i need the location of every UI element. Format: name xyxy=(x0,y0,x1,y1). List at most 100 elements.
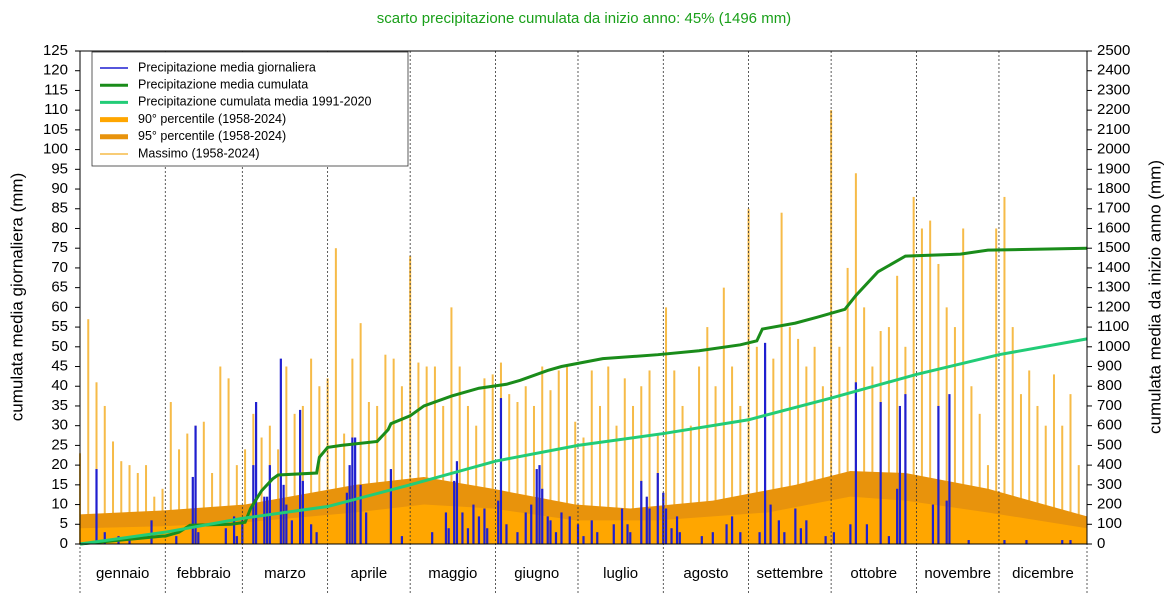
y2-tick-label: 2000 xyxy=(1097,141,1130,158)
bar xyxy=(1028,370,1031,544)
bar xyxy=(739,532,742,544)
bar xyxy=(912,196,915,545)
legend-label: Precipitazione media cumulata xyxy=(138,77,308,91)
bar xyxy=(565,366,568,544)
bar xyxy=(1019,394,1022,544)
bar xyxy=(863,307,866,544)
y2-tick-label: 1400 xyxy=(1097,259,1130,276)
month-label: giugno xyxy=(514,565,559,582)
bar xyxy=(433,366,436,544)
y2-tick-label: 100 xyxy=(1097,515,1122,532)
y2-tick-label: 900 xyxy=(1097,357,1122,374)
bar xyxy=(978,413,981,544)
bar xyxy=(805,366,808,544)
bar xyxy=(235,536,238,544)
bar xyxy=(758,532,761,544)
y-tick-label: 35 xyxy=(51,397,68,414)
bar xyxy=(315,532,318,544)
bar xyxy=(995,228,998,545)
bar xyxy=(772,358,775,544)
bar xyxy=(557,370,560,544)
bar xyxy=(285,366,288,544)
bar xyxy=(824,536,827,544)
bar xyxy=(1011,327,1014,544)
bar xyxy=(722,287,725,544)
y-tick-label: 20 xyxy=(51,456,68,473)
bar xyxy=(769,504,772,544)
bar xyxy=(920,228,923,545)
bar xyxy=(431,532,434,544)
y2-tick-label: 1300 xyxy=(1097,279,1130,296)
bar xyxy=(1069,394,1072,544)
line xyxy=(79,337,1088,546)
bar xyxy=(175,536,178,544)
bar xyxy=(1061,540,1064,544)
bar xyxy=(590,370,593,544)
bar xyxy=(788,327,791,544)
y-tick-label: 95 xyxy=(51,160,68,177)
bar xyxy=(590,520,593,544)
bar xyxy=(417,362,420,544)
bar xyxy=(351,437,354,544)
bar xyxy=(103,532,106,544)
bar xyxy=(120,461,123,544)
bar xyxy=(263,496,266,544)
bar xyxy=(95,382,98,544)
bar xyxy=(389,469,393,544)
bar xyxy=(755,346,758,544)
bar xyxy=(656,473,659,544)
y2-tick-label: 1700 xyxy=(1097,200,1130,217)
bar xyxy=(535,469,538,544)
y-tick-label: 120 xyxy=(43,62,68,79)
bar xyxy=(400,536,404,544)
bar xyxy=(1077,465,1080,544)
bar xyxy=(290,520,293,544)
bar xyxy=(186,433,189,544)
bar xyxy=(854,382,857,544)
bar xyxy=(384,354,387,544)
bar xyxy=(648,370,651,544)
bar xyxy=(400,386,403,544)
areas xyxy=(80,471,1087,544)
bar xyxy=(799,528,802,544)
y2-tick-label: 1500 xyxy=(1097,239,1130,256)
bar xyxy=(821,386,824,544)
bar xyxy=(832,532,835,544)
bar xyxy=(348,465,351,544)
y-tick-label: 85 xyxy=(51,200,68,217)
legend-label: Precipitazione media giornaliera xyxy=(138,60,316,74)
bar xyxy=(466,405,469,544)
bar xyxy=(725,524,728,544)
y2-tick-label: 2400 xyxy=(1097,62,1130,79)
bar xyxy=(499,398,503,544)
y-tick-label: 125 xyxy=(43,42,68,59)
bar xyxy=(607,366,610,544)
bar xyxy=(447,528,450,544)
bar xyxy=(365,512,368,544)
bar xyxy=(538,465,541,544)
bar xyxy=(136,473,139,544)
y2-tick-label: 2300 xyxy=(1097,81,1130,98)
month-label: gennaio xyxy=(96,565,149,582)
bar xyxy=(516,532,519,544)
axes: 0 5 10 15 20 25 30 35 40 45 50 55 60 65 70 75 80 85 90 95 10… xyxy=(43,42,1130,582)
y-tick-label: 70 xyxy=(51,259,68,276)
y-tick-label: 65 xyxy=(51,279,68,296)
y2-axis-label: cumulata media da inizio anno (mm) xyxy=(1145,160,1164,434)
bar xyxy=(626,524,629,544)
bar xyxy=(731,366,734,544)
bar xyxy=(929,220,932,545)
month-label: ottobre xyxy=(850,565,897,582)
y2-tick-label: 1000 xyxy=(1097,338,1130,355)
bar xyxy=(813,346,816,544)
legend-label: Massimo (1958-2024) xyxy=(138,146,260,160)
bar xyxy=(640,386,643,544)
bar xyxy=(524,386,527,544)
bar xyxy=(681,405,684,544)
y-tick-label: 0 xyxy=(60,535,68,552)
bar xyxy=(574,421,577,544)
bar xyxy=(962,228,965,545)
y-tick-label: 100 xyxy=(43,141,68,158)
month-label: luglio xyxy=(603,565,638,582)
bar xyxy=(937,405,940,544)
